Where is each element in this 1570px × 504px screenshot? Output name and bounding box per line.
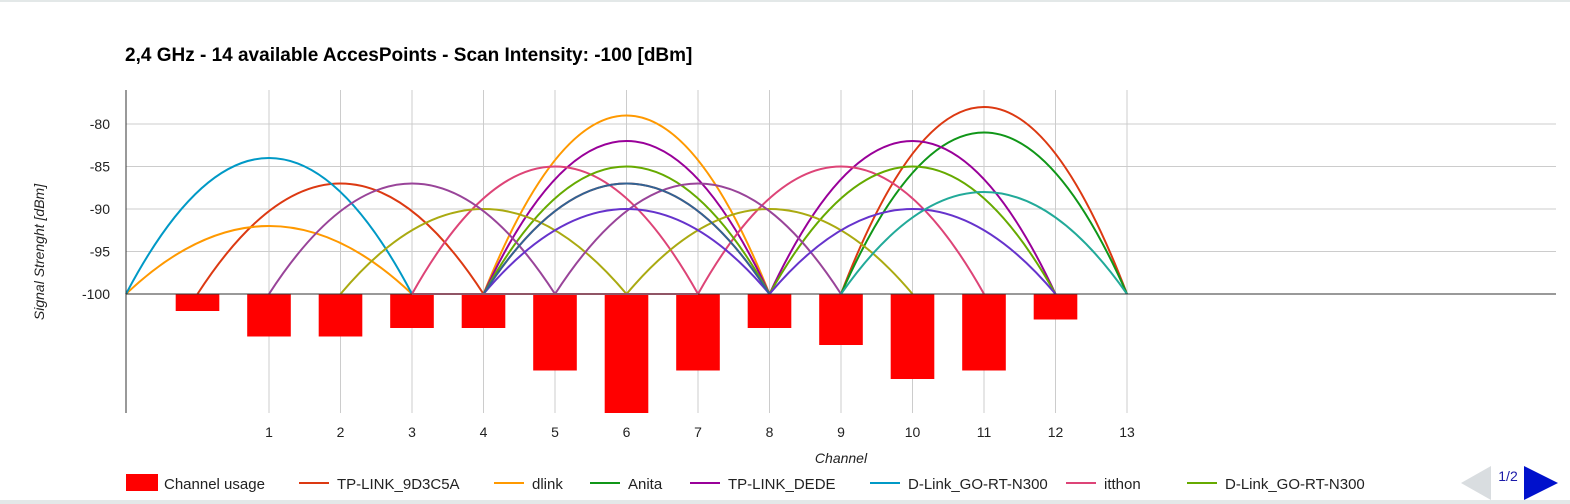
channel-usage-bars <box>175 294 1078 413</box>
curve-tp-link-dede <box>768 140 1057 295</box>
x-tick-label: 7 <box>694 424 702 440</box>
x-tick-label: 3 <box>408 424 416 440</box>
bar-channel-usage <box>175 294 220 311</box>
bar-channel-usage <box>390 294 434 328</box>
x-tick-label: 12 <box>1048 424 1064 440</box>
bar-channel-usage <box>962 294 1006 371</box>
bar-channel-usage <box>747 294 792 328</box>
legend-swatch-box <box>126 474 158 491</box>
axes <box>125 90 1556 413</box>
curve-series-19 <box>482 182 771 295</box>
bar-channel-usage <box>318 294 363 337</box>
y-tick-label: -100 <box>82 286 110 302</box>
curve-itthon <box>411 165 699 295</box>
y-tick-label: -85 <box>90 159 110 175</box>
curve-series-15 <box>268 182 556 295</box>
legend-label: D-Link_GO-RT-N300 <box>908 476 1048 493</box>
curve-tp-link-dede <box>482 140 771 295</box>
legend-page-indicator: 1/2 <box>1498 468 1518 484</box>
bar-channel-usage <box>1033 294 1078 320</box>
curve-dlink <box>482 114 771 295</box>
curve-tp-link-9d3c5a <box>840 106 1128 295</box>
y-tick-label: -95 <box>90 244 110 260</box>
curve-series-14 <box>625 208 914 295</box>
x-tick-label: 5 <box>551 424 559 440</box>
bar-channel-usage <box>533 294 577 371</box>
legend-label: D-Link_GO-RT-N300 <box>1225 476 1365 493</box>
curve-series-18 <box>768 208 1057 295</box>
legend-label: Anita <box>628 476 663 493</box>
bar-channel-usage <box>461 294 506 328</box>
bar-channel-usage <box>890 294 935 379</box>
y-tick-label: -90 <box>90 201 110 217</box>
x-tick-label: 8 <box>766 424 774 440</box>
arrow-right-icon[interactable] <box>1524 466 1558 500</box>
curve-series-20 <box>840 191 1128 295</box>
legend: Channel usage TP-LINK_9D3C5A dlink Anita TP-… <box>126 474 1365 493</box>
x-tick-label: 13 <box>1119 424 1135 440</box>
legend-label: Channel usage <box>164 476 265 493</box>
curve-series-17 <box>482 208 771 295</box>
curve-anita <box>840 131 1128 295</box>
arrow-left-icon[interactable] <box>1461 466 1491 500</box>
y-axis-title: Signal Strenght [dBm] <box>31 183 47 320</box>
curve-d-link-go-rt-n300 <box>482 165 771 295</box>
x-tick-label: 9 <box>837 424 845 440</box>
bar-channel-usage <box>247 294 291 337</box>
legend-label: TP-LINK_9D3C5A <box>337 476 460 493</box>
legend-label: dlink <box>532 476 563 493</box>
x-tick-label: 11 <box>977 424 992 440</box>
x-tick-label: 1 <box>265 424 273 440</box>
legend-label: TP-LINK_DEDE <box>728 476 836 493</box>
grid-lines <box>126 90 1556 413</box>
legend-label: itthon <box>1104 476 1141 493</box>
curve-dlink <box>125 225 413 295</box>
curve-itthon <box>697 165 985 295</box>
chart-title: 2,4 GHz - 14 available AccesPoints - Sca… <box>125 45 692 66</box>
x-tick-label: 6 <box>623 424 631 440</box>
x-tick-label: 4 <box>480 424 488 440</box>
curve-series-13 <box>339 208 628 295</box>
bar-channel-usage <box>819 294 863 345</box>
legend-pager: 1/2 <box>1461 466 1558 500</box>
bar-channel-usage <box>604 294 649 413</box>
x-axis-title: Channel <box>815 450 868 466</box>
bar-channel-usage <box>676 294 720 371</box>
curve-d-link-go-rt-n300 <box>768 165 1057 295</box>
x-tick-label: 2 <box>337 424 345 440</box>
curve-d-link-go-rt-n300 <box>125 157 413 295</box>
signal-curves <box>125 106 1128 296</box>
curve-series-16 <box>554 182 842 295</box>
x-tick-label: 10 <box>905 424 921 440</box>
y-tick-label: -80 <box>90 116 110 132</box>
